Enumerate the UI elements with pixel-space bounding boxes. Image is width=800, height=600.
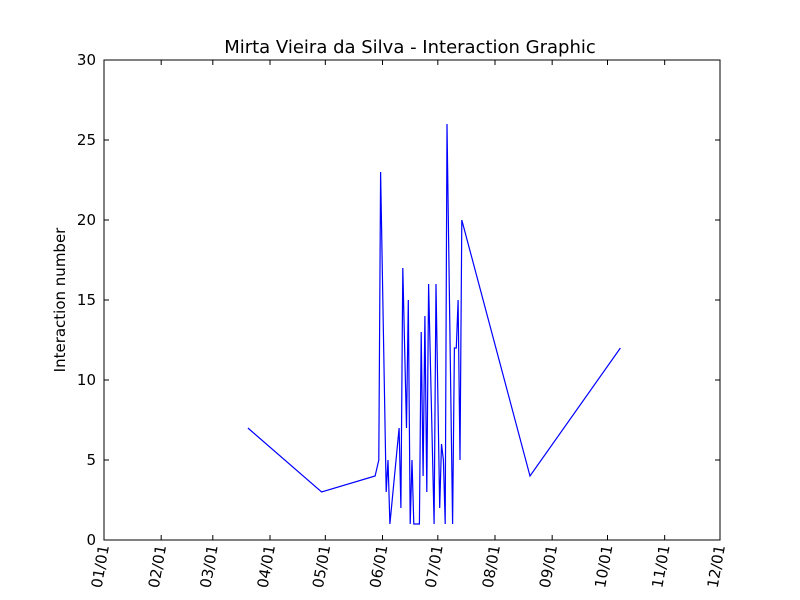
y-tick-label: 0 — [86, 531, 96, 549]
y-tick-label: 5 — [86, 451, 96, 469]
x-tick-label: 10/01 — [591, 544, 616, 590]
x-tick-label: 12/01 — [704, 544, 729, 590]
x-tick-label: 03/01 — [197, 544, 222, 590]
y-tick-label: 10 — [77, 371, 96, 389]
data-line — [247, 123, 621, 525]
y-tick-label: 25 — [77, 131, 96, 149]
x-tick-label: 06/01 — [366, 544, 391, 590]
x-tick-label: 09/01 — [536, 544, 561, 590]
x-tick-label: 04/01 — [254, 544, 279, 590]
y-tick-label: 15 — [77, 291, 96, 309]
x-tick-label: 05/01 — [309, 544, 334, 590]
chart-title: Mirta Vieira da Silva - Interaction Grap… — [224, 37, 596, 58]
x-tick-label: 07/01 — [422, 544, 447, 590]
x-tick-label: 01/01 — [88, 544, 113, 590]
x-tick-label: 02/01 — [145, 544, 170, 590]
y-axis-label: Interaction number — [51, 227, 69, 373]
x-tick-label: 08/01 — [479, 544, 504, 590]
y-tick-label: 20 — [77, 211, 96, 229]
x-tick-label: 11/01 — [648, 544, 673, 590]
y-tick-label: 30 — [77, 51, 96, 69]
